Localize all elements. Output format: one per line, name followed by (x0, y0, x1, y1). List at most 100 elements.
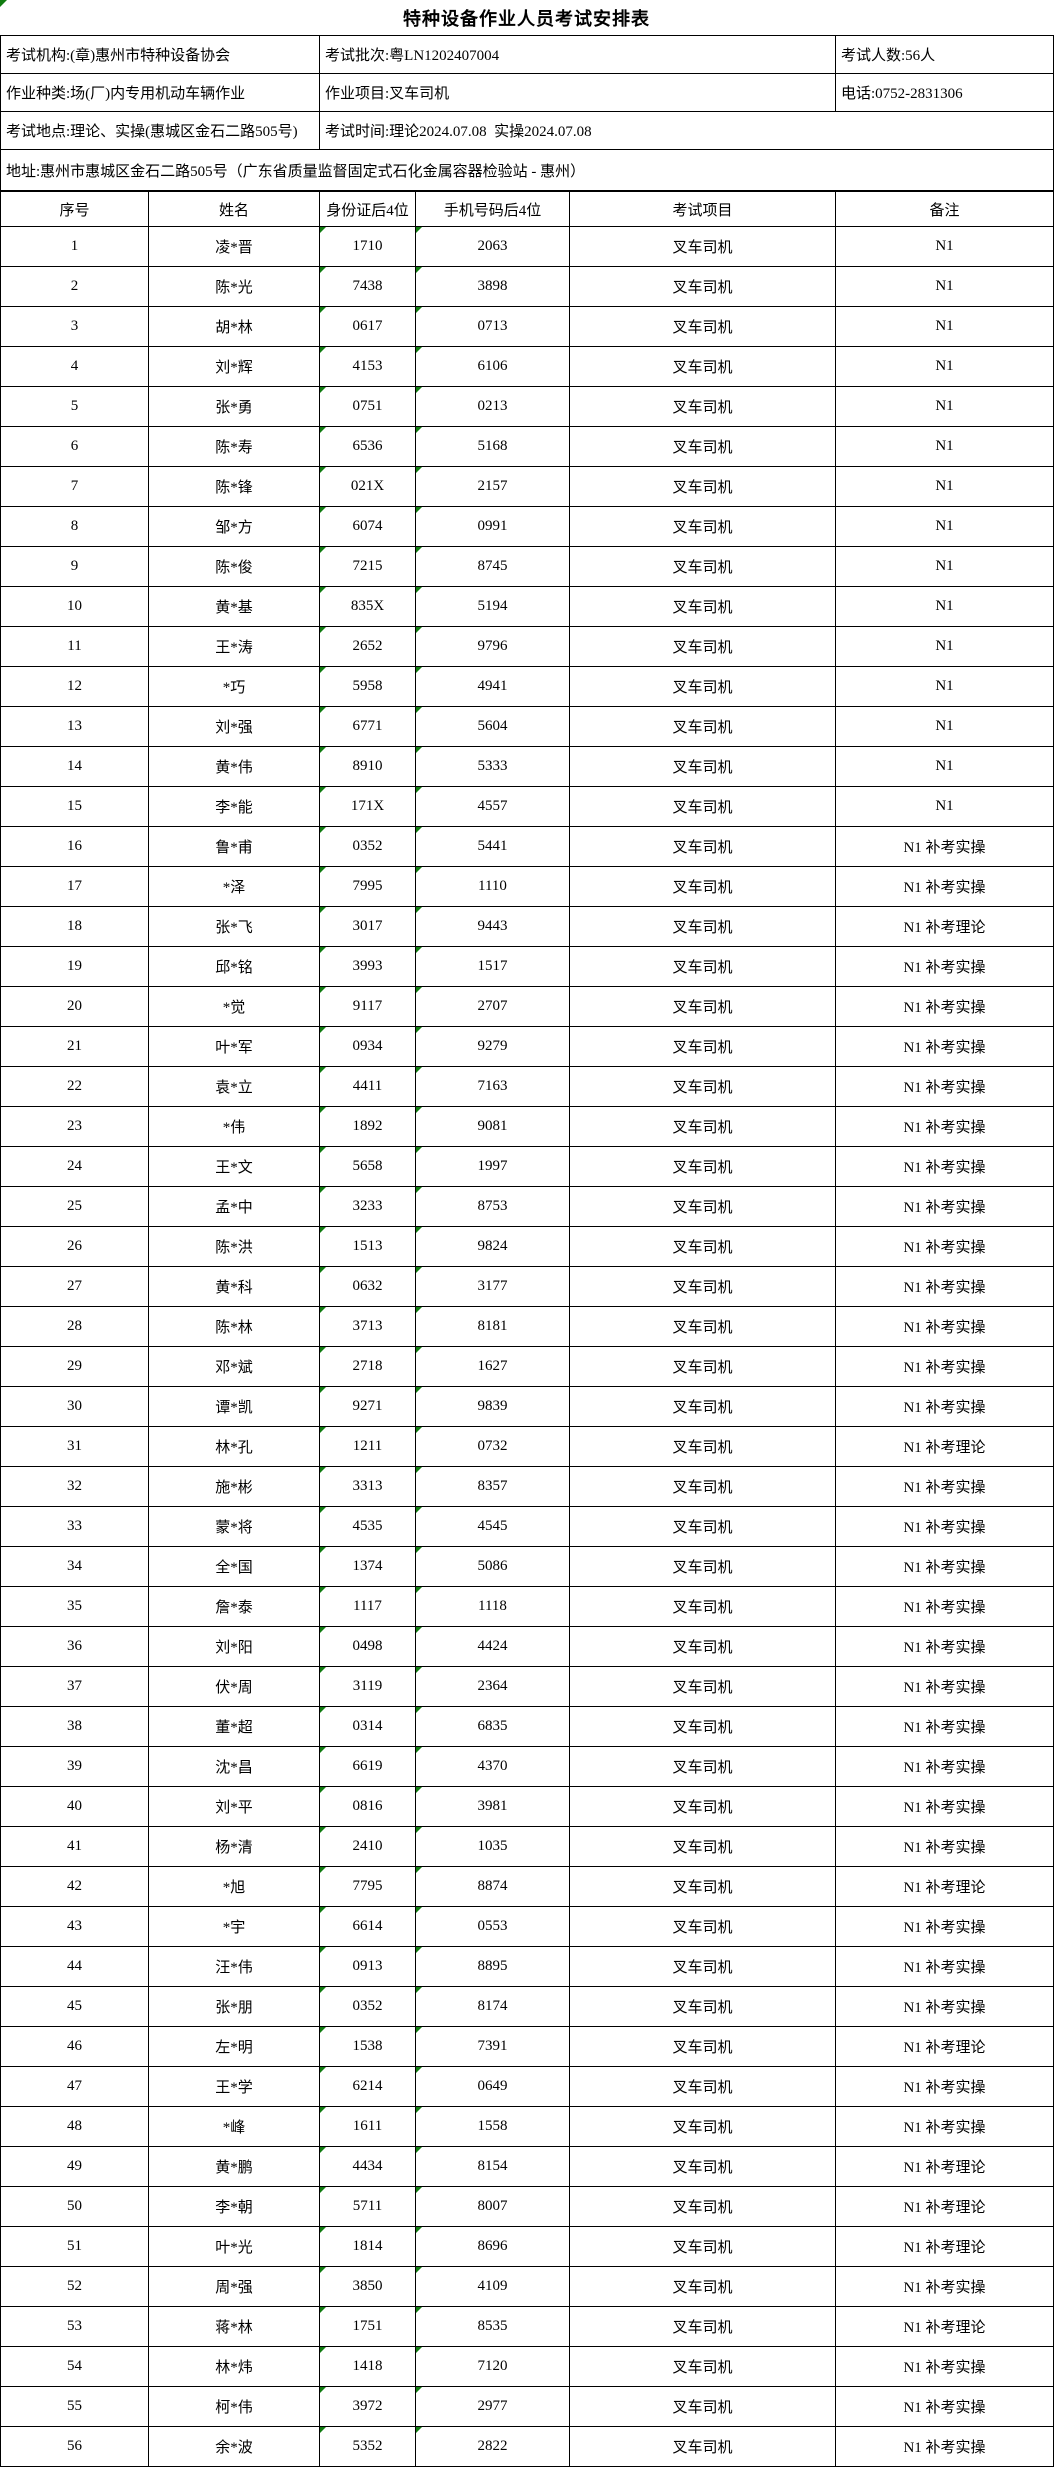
phone4-cell: 4424 (415, 1626, 570, 1667)
cell-flag-triangle-icon (320, 907, 326, 913)
phone4-cell: 4370 (415, 1746, 570, 1787)
phone4-cell: 5086 (415, 1546, 570, 1587)
cell-flag-triangle-icon (416, 1947, 422, 1953)
project-cell: 叉车司机 (569, 226, 836, 267)
seq-cell: 18 (0, 906, 149, 947)
seq-cell: 49 (0, 2146, 149, 2187)
seq-cell: 12 (0, 666, 149, 707)
note-cell: N1 (835, 746, 1054, 787)
cell-flag-triangle-icon (320, 227, 326, 233)
cell-flag-triangle-icon (416, 947, 422, 953)
id4-cell: 1211 (319, 1426, 416, 1467)
cell-flag-triangle-icon (416, 1867, 422, 1873)
table-row: 55 柯*伟 3972 2977 叉车司机 N1 补考实操 (0, 2386, 1054, 2427)
cell-flag-triangle-icon (416, 707, 422, 713)
cell-flag-triangle-icon (320, 1947, 326, 1953)
seq-cell: 23 (0, 1106, 149, 1147)
cell-flag-triangle-icon (320, 1787, 326, 1793)
note-cell: N1 补考实操 (835, 1546, 1054, 1587)
cell-flag-triangle-icon (416, 227, 422, 233)
table-row: 51 叶*光 1814 8696 叉车司机 N1 补考理论 (0, 2226, 1054, 2267)
name-cell: 王*涛 (148, 626, 320, 667)
seq-cell: 47 (0, 2066, 149, 2107)
phone4-cell: 2157 (415, 466, 570, 507)
header-id4: 身份证后4位 (319, 191, 416, 227)
name-cell: 鲁*甫 (148, 826, 320, 867)
project-cell: 叉车司机 (569, 2186, 836, 2227)
seq-cell: 13 (0, 706, 149, 747)
name-cell: 柯*伟 (148, 2386, 320, 2427)
name-cell: 黄*基 (148, 586, 320, 627)
cell-flag-triangle-icon (416, 2227, 422, 2233)
cell-flag-triangle-icon (320, 347, 326, 353)
phone4-cell: 8753 (415, 1186, 570, 1227)
cell-flag-triangle-icon (320, 2107, 326, 2113)
header-phone4: 手机号码后4位 (415, 191, 570, 227)
phone4-cell: 4109 (415, 2266, 570, 2307)
note-cell: N1 (835, 226, 1054, 267)
cell-flag-triangle-icon (320, 787, 326, 793)
note-cell: N1 (835, 666, 1054, 707)
project-cell: 叉车司机 (569, 1546, 836, 1587)
note-cell: N1 (835, 506, 1054, 547)
phone4-cell: 7391 (415, 2026, 570, 2067)
cell-flag-triangle-icon (416, 2427, 422, 2433)
id4-cell: 5352 (319, 2426, 416, 2467)
phone4-cell: 8357 (415, 1466, 570, 1507)
seq-cell: 38 (0, 1706, 149, 1747)
id4-cell: 5711 (319, 2186, 416, 2227)
name-cell: 陈*林 (148, 1306, 320, 1347)
note-cell: N1 (835, 266, 1054, 307)
name-cell: 董*超 (148, 1706, 320, 1747)
project-cell: 叉车司机 (569, 1706, 836, 1747)
note-cell: N1 补考实操 (835, 1986, 1054, 2027)
project-cell: 叉车司机 (569, 866, 836, 907)
project-cell: 叉车司机 (569, 1626, 836, 1667)
id4-cell: 0352 (319, 1986, 416, 2027)
cell-flag-triangle-icon (320, 1387, 326, 1393)
cell-flag-triangle-icon (320, 1467, 326, 1473)
note-cell: N1 补考实操 (835, 2066, 1054, 2107)
header-note: 备注 (835, 191, 1054, 227)
cell-flag-triangle-icon (320, 507, 326, 513)
seq-cell: 4 (0, 346, 149, 387)
cell-flag-triangle-icon (320, 1907, 326, 1913)
project-cell: 叉车司机 (569, 2026, 836, 2067)
id4-cell: 7438 (319, 266, 416, 307)
phone4-cell: 8535 (415, 2306, 570, 2347)
table-row: 39 沈*昌 6619 4370 叉车司机 N1 补考实操 (0, 1746, 1054, 1787)
name-cell: 叶*光 (148, 2226, 320, 2267)
name-cell: 王*文 (148, 1146, 320, 1187)
project-cell: 叉车司机 (569, 546, 836, 587)
name-cell: 陈*光 (148, 266, 320, 307)
phone4-cell: 1517 (415, 946, 570, 987)
name-cell: 张*飞 (148, 906, 320, 947)
note-cell: N1 补考实操 (835, 1826, 1054, 1867)
project-cell: 叉车司机 (569, 1466, 836, 1507)
note-cell: N1 补考实操 (835, 946, 1054, 987)
seq-cell: 34 (0, 1546, 149, 1587)
exam-info-table: 考试机构:(章)惠州市特种设备协会 考试批次:粤LN1202407004 考试人… (0, 35, 1054, 191)
project-cell: 叉车司机 (569, 306, 836, 347)
note-cell: N1 补考实操 (835, 1386, 1054, 1427)
phone4-cell: 7120 (415, 2346, 570, 2387)
cell-flag-triangle-icon (320, 267, 326, 273)
table-row: 6 陈*寿 6536 5168 叉车司机 N1 (0, 426, 1054, 467)
project-cell: 叉车司机 (569, 266, 836, 307)
seq-cell: 44 (0, 1946, 149, 1987)
id4-cell: 1538 (319, 2026, 416, 2067)
note-cell: N1 补考实操 (835, 1066, 1054, 1107)
cell-flag-triangle-icon (320, 1147, 326, 1153)
name-cell: 伏*周 (148, 1666, 320, 1707)
id4-cell: 0314 (319, 1706, 416, 1747)
name-cell: 张*朋 (148, 1986, 320, 2027)
cell-flag-triangle-icon (416, 1067, 422, 1073)
note-cell: N1 (835, 386, 1054, 427)
name-cell: *觉 (148, 986, 320, 1027)
phone4-cell: 5333 (415, 746, 570, 787)
project-cell: 叉车司机 (569, 2226, 836, 2267)
info-row-1: 考试机构:(章)惠州市特种设备协会 考试批次:粤LN1202407004 考试人… (0, 35, 1054, 74)
note-cell: N1 补考实操 (835, 1306, 1054, 1347)
cell-flag-triangle-icon (320, 2307, 326, 2313)
cell-flag-triangle-icon (416, 1987, 422, 1993)
